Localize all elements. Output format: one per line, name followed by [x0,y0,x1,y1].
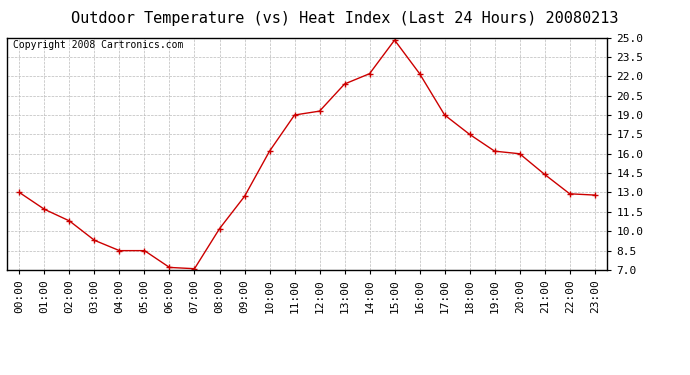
Text: Copyright 2008 Cartronics.com: Copyright 2008 Cartronics.com [13,40,184,50]
Text: Outdoor Temperature (vs) Heat Index (Last 24 Hours) 20080213: Outdoor Temperature (vs) Heat Index (Las… [71,11,619,26]
